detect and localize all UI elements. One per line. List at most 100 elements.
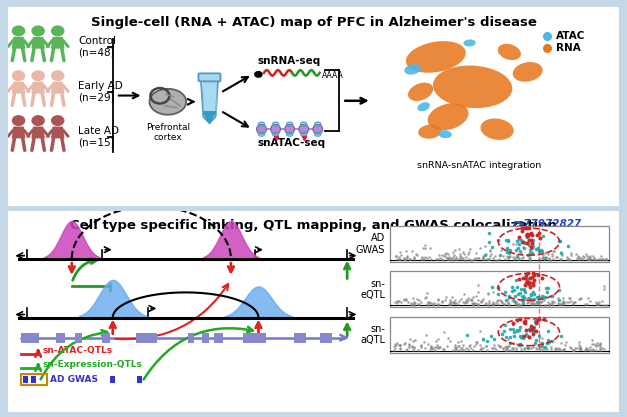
Point [450,246,460,253]
Circle shape [12,70,25,81]
Point [456,347,466,353]
Point [487,250,497,257]
Point [540,255,550,261]
Point [567,347,577,353]
Point [525,246,535,253]
Point [466,345,476,352]
Point [525,274,535,281]
Point [596,253,606,259]
Point [528,326,538,332]
Point [556,249,566,256]
Point [448,347,458,353]
Point [450,299,460,306]
Point [558,298,568,305]
Point [395,341,405,348]
Point [477,297,487,304]
Point [524,280,534,286]
Point [408,294,418,301]
Point [543,298,553,305]
Point [575,344,585,351]
Point [468,343,478,349]
Point [583,256,593,262]
Point [528,281,538,288]
Point [532,301,542,308]
Point [502,345,512,352]
Point [593,342,603,349]
Point [459,291,469,297]
Point [522,240,532,246]
Point [430,343,440,350]
Point [396,298,406,305]
Point [474,254,484,261]
Point [519,347,529,353]
Point [493,300,503,307]
Point [581,251,591,258]
Point [517,255,527,262]
Point [593,300,603,307]
Point [508,339,518,346]
Point [539,256,549,262]
Point [426,342,436,349]
Point [537,343,547,350]
Point [576,346,586,353]
Point [557,299,567,306]
Point [409,300,419,306]
Point [462,332,472,339]
Point [521,331,531,338]
Point [466,256,476,263]
Polygon shape [12,82,25,93]
Point [521,231,531,238]
Point [520,289,530,296]
Point [519,344,529,351]
Point [548,248,558,254]
Bar [320,333,332,343]
Point [443,255,453,262]
Point [487,344,497,351]
Point [528,270,538,276]
Point [390,345,400,352]
Point [562,255,572,262]
Point [555,256,565,263]
Point [575,346,585,353]
Ellipse shape [418,125,441,139]
Point [547,298,557,304]
Point [592,301,602,308]
Point [450,342,460,348]
Point [483,255,493,262]
Point [472,292,482,299]
Point [431,344,441,350]
Point [514,276,524,282]
Point [468,300,478,306]
Point [534,229,544,236]
Point [566,249,576,256]
Point [511,299,521,305]
Point [565,344,575,350]
Point [586,347,596,353]
Point [399,256,409,262]
Point [515,315,525,322]
Point [598,256,608,262]
Point [481,342,491,349]
Point [482,256,492,262]
Point [465,342,475,348]
Point [577,253,587,259]
Point [510,293,520,299]
Point [531,319,541,326]
Point [594,342,604,348]
Polygon shape [31,82,45,93]
Point [568,347,578,353]
Point [526,301,536,307]
Point [523,299,533,305]
Point [485,256,495,263]
Bar [110,376,115,383]
Point [428,301,438,308]
Point [412,296,422,303]
Point [514,255,524,262]
Point [454,343,464,350]
Point [405,255,415,262]
Point [485,248,495,254]
Point [549,248,559,255]
Point [435,255,445,262]
Point [544,255,554,261]
Point [591,346,601,353]
